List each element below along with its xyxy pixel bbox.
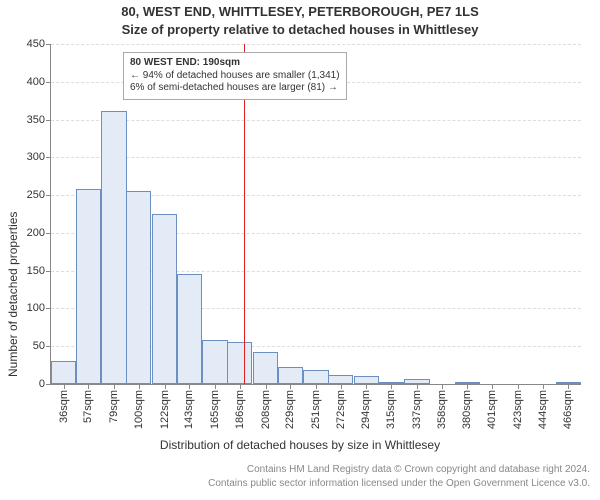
x-tick-label: 143sqm — [183, 390, 195, 429]
x-tick-label: 36sqm — [58, 390, 70, 423]
x-tick-mark — [189, 384, 190, 389]
annotation-line-1: 80 WEST END: 190sqm — [130, 57, 340, 70]
y-tick-mark — [46, 233, 51, 234]
y-tick-mark — [46, 308, 51, 309]
y-tick-mark — [46, 157, 51, 158]
x-tick-mark — [139, 384, 140, 389]
chart-subtitle: Size of property relative to detached ho… — [0, 22, 600, 37]
y-tick-mark — [46, 195, 51, 196]
annotation-line-3: 6% of semi-detached houses are larger (8… — [130, 82, 340, 95]
x-tick-mark — [442, 384, 443, 389]
histogram-bar — [177, 274, 202, 384]
y-tick-label: 200 — [27, 227, 45, 239]
histogram-bar — [303, 370, 328, 384]
y-tick-label: 350 — [27, 114, 45, 126]
x-tick-label: 165sqm — [209, 390, 221, 429]
credits-line-2: Contains public sector information licen… — [0, 478, 590, 489]
x-tick-label: 466sqm — [562, 390, 574, 429]
x-tick-label: 79sqm — [108, 390, 120, 423]
chart-title: 80, WEST END, WHITTLESEY, PETERBOROUGH, … — [0, 4, 600, 19]
x-tick-mark — [341, 384, 342, 389]
x-tick-mark — [290, 384, 291, 389]
x-tick-label: 380sqm — [461, 390, 473, 429]
x-tick-mark — [165, 384, 166, 389]
histogram-bar — [126, 191, 151, 384]
x-tick-label: 401sqm — [486, 390, 498, 429]
credits-line-1: Contains HM Land Registry data © Crown c… — [0, 464, 590, 475]
y-tick-label: 300 — [27, 151, 45, 163]
x-tick-label: 272sqm — [335, 390, 347, 429]
x-tick-mark — [240, 384, 241, 389]
histogram-bar — [278, 367, 303, 384]
x-tick-mark — [518, 384, 519, 389]
annotation-line-2: ← 94% of detached houses are smaller (1,… — [130, 70, 340, 83]
x-tick-mark — [417, 384, 418, 389]
plot-area: 05010015020025030035040045036sqm57sqm79s… — [50, 44, 581, 385]
x-tick-mark — [114, 384, 115, 389]
x-tick-label: 315sqm — [385, 390, 397, 429]
histogram-bar — [76, 189, 101, 384]
histogram-bar — [328, 375, 353, 384]
gridline — [51, 44, 581, 45]
histogram-bar — [253, 352, 278, 384]
x-tick-mark — [492, 384, 493, 389]
x-tick-label: 186sqm — [234, 390, 246, 429]
x-tick-label: 122sqm — [159, 390, 171, 429]
x-tick-label: 423sqm — [512, 390, 524, 429]
histogram-bar — [101, 111, 126, 385]
y-tick-label: 100 — [27, 302, 45, 314]
x-tick-label: 229sqm — [284, 390, 296, 429]
y-tick-mark — [46, 384, 51, 385]
x-tick-mark — [467, 384, 468, 389]
x-tick-mark — [88, 384, 89, 389]
x-tick-label: 358sqm — [436, 390, 448, 429]
y-tick-mark — [46, 44, 51, 45]
y-tick-mark — [46, 346, 51, 347]
histogram-bar — [202, 340, 227, 384]
x-axis-label: Distribution of detached houses by size … — [0, 438, 600, 452]
x-tick-label: 57sqm — [82, 390, 94, 423]
y-tick-label: 250 — [27, 189, 45, 201]
histogram-bar — [227, 342, 252, 384]
gridline — [51, 157, 581, 158]
histogram-bar — [152, 214, 177, 384]
y-tick-label: 400 — [27, 76, 45, 88]
x-tick-mark — [543, 384, 544, 389]
x-tick-label: 251sqm — [310, 390, 322, 429]
histogram-bar — [51, 361, 76, 384]
y-tick-label: 50 — [33, 340, 45, 352]
x-tick-label: 444sqm — [537, 390, 549, 429]
y-tick-label: 150 — [27, 265, 45, 277]
x-tick-mark — [64, 384, 65, 389]
x-tick-mark — [366, 384, 367, 389]
x-tick-mark — [266, 384, 267, 389]
x-tick-mark — [316, 384, 317, 389]
x-tick-mark — [568, 384, 569, 389]
x-tick-mark — [391, 384, 392, 389]
x-tick-label: 208sqm — [260, 390, 272, 429]
x-tick-mark — [215, 384, 216, 389]
gridline — [51, 120, 581, 121]
x-tick-label: 337sqm — [411, 390, 423, 429]
y-tick-label: 0 — [39, 378, 45, 390]
histogram-bar — [354, 376, 379, 384]
y-tick-label: 450 — [27, 38, 45, 50]
y-tick-mark — [46, 271, 51, 272]
y-axis-label: Number of detached properties — [6, 212, 20, 377]
annotation-box: 80 WEST END: 190sqm ← 94% of detached ho… — [123, 52, 347, 100]
x-tick-label: 294sqm — [360, 390, 372, 429]
y-tick-mark — [46, 120, 51, 121]
x-tick-label: 100sqm — [133, 390, 145, 429]
y-tick-mark — [46, 82, 51, 83]
